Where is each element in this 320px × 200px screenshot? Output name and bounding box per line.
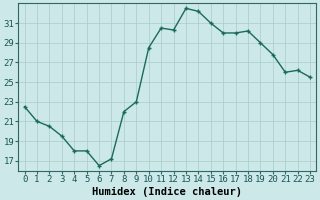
X-axis label: Humidex (Indice chaleur): Humidex (Indice chaleur)	[92, 186, 242, 197]
